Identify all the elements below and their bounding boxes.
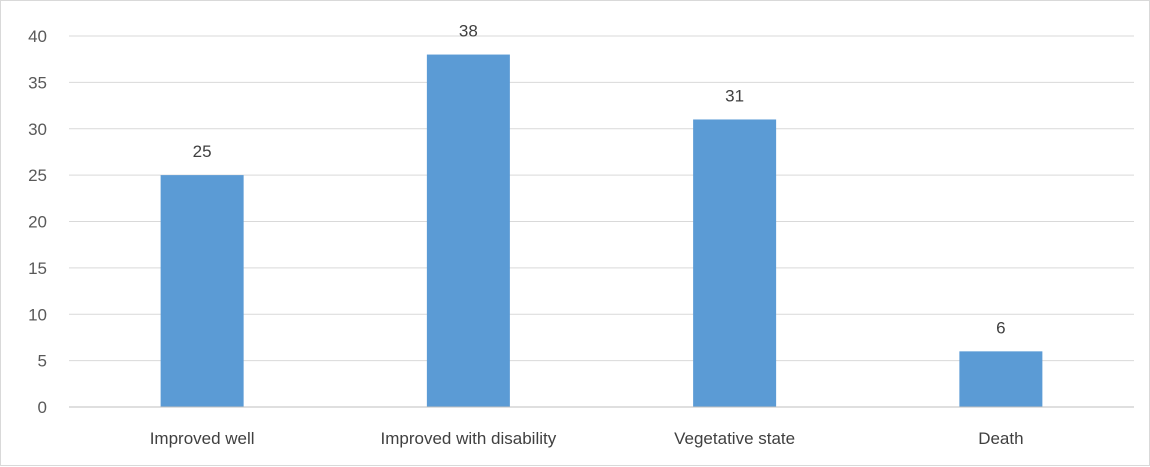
x-category-label: Death [978,429,1023,448]
y-tick-label: 40 [28,27,47,46]
x-axis-categories: Improved well Improved with disability Veg… [150,429,1024,448]
y-tick-label: 5 [38,352,47,371]
bar [959,351,1043,407]
y-axis-ticks: 0 5 10 15 20 25 30 35 40 [28,27,47,417]
bar [426,54,510,408]
data-label: 38 [459,22,478,41]
x-category-label: Improved with disability [381,429,557,448]
y-tick-label: 20 [28,213,47,232]
x-category-label: Vegetative state [674,429,795,448]
gridlines [69,35,1134,362]
bar [693,119,777,407]
y-tick-label: 30 [28,120,47,139]
data-label: 31 [725,86,744,105]
y-tick-label: 25 [28,166,47,185]
bar [160,175,244,407]
data-label: 25 [193,142,212,161]
y-tick-label: 35 [28,73,47,92]
x-category-label: Improved well [150,429,255,448]
bars [160,54,1043,408]
data-label: 6 [996,318,1005,337]
y-tick-label: 0 [38,398,47,417]
y-tick-label: 10 [28,305,47,324]
y-tick-label: 15 [28,259,47,278]
data-labels: 25 38 31 6 [193,22,1006,338]
